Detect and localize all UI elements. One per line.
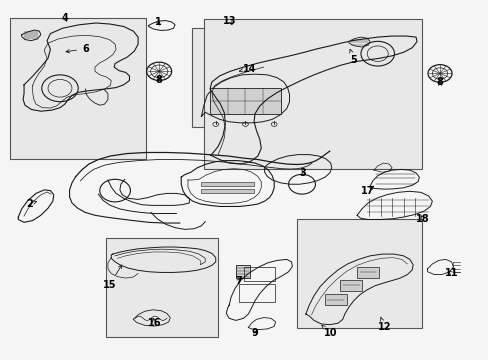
Text: 10: 10 — [321, 325, 337, 338]
Bar — [201, 189, 254, 193]
Text: 17: 17 — [361, 186, 374, 196]
Bar — [201, 182, 254, 186]
Text: 16: 16 — [147, 318, 161, 328]
Bar — [236, 265, 249, 278]
Bar — [340, 280, 361, 291]
Bar — [243, 267, 274, 280]
Text: 8: 8 — [156, 75, 163, 85]
Bar — [203, 19, 421, 170]
Text: 13: 13 — [223, 16, 236, 26]
Bar — [325, 294, 346, 305]
Text: 4: 4 — [61, 13, 68, 23]
Text: 8: 8 — [436, 77, 443, 87]
Text: 9: 9 — [251, 328, 258, 338]
Text: 14: 14 — [239, 64, 256, 74]
Bar — [209, 88, 280, 114]
Bar — [191, 28, 292, 127]
Text: 7: 7 — [235, 275, 242, 285]
Text: 15: 15 — [102, 265, 122, 290]
Text: 1: 1 — [155, 17, 162, 27]
Text: 6: 6 — [66, 44, 89, 54]
Text: 11: 11 — [444, 269, 457, 279]
Text: 12: 12 — [377, 317, 390, 333]
Bar — [105, 238, 218, 337]
Text: 5: 5 — [349, 49, 356, 65]
Bar — [238, 284, 274, 302]
Bar — [356, 267, 378, 278]
Bar — [10, 18, 146, 159]
Text: 18: 18 — [415, 214, 428, 224]
Bar — [297, 219, 421, 328]
Text: 2: 2 — [26, 199, 37, 209]
Text: 3: 3 — [299, 168, 305, 178]
